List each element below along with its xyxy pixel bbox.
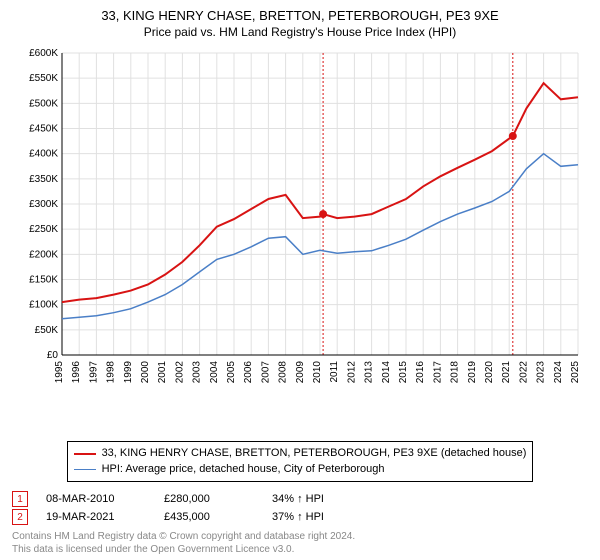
svg-text:£150K: £150K: [29, 275, 58, 286]
svg-text:£450K: £450K: [29, 124, 58, 135]
svg-text:2015: 2015: [398, 361, 409, 384]
svg-text:£400K: £400K: [29, 149, 58, 160]
svg-text:£600K: £600K: [29, 48, 58, 59]
svg-text:£500K: £500K: [29, 98, 58, 109]
svg-text:£550K: £550K: [29, 73, 58, 84]
svg-text:2008: 2008: [278, 361, 289, 384]
svg-text:£300K: £300K: [29, 199, 58, 210]
svg-text:2001: 2001: [157, 361, 168, 384]
chart-container: 33, KING HENRY CHASE, BRETTON, PETERBORO…: [0, 0, 600, 560]
svg-text:2022: 2022: [518, 361, 529, 384]
svg-text:2023: 2023: [536, 361, 547, 384]
svg-text:2007: 2007: [260, 361, 271, 384]
svg-text:2011: 2011: [329, 361, 340, 383]
svg-text:£250K: £250K: [29, 224, 58, 235]
footer-copyright: Contains HM Land Registry data © Crown c…: [12, 530, 588, 543]
svg-text:2018: 2018: [450, 361, 461, 384]
sale-index-box: 1: [12, 491, 28, 507]
svg-text:£0: £0: [47, 350, 59, 361]
svg-text:2013: 2013: [364, 361, 375, 384]
svg-text:2020: 2020: [484, 361, 495, 384]
legend-swatch-property: [74, 453, 96, 455]
sale-date: 19-MAR-2021: [46, 511, 146, 523]
svg-text:1996: 1996: [71, 361, 82, 384]
svg-text:2000: 2000: [140, 361, 151, 384]
svg-text:2016: 2016: [415, 361, 426, 384]
legend-label-hpi: HPI: Average price, detached house, City…: [102, 462, 385, 477]
title-block: 33, KING HENRY CHASE, BRETTON, PETERBORO…: [12, 8, 588, 39]
svg-text:2017: 2017: [432, 361, 443, 384]
footer-licence: This data is licensed under the Open Gov…: [12, 543, 588, 556]
svg-text:2014: 2014: [381, 361, 392, 384]
svg-text:1997: 1997: [88, 361, 99, 384]
svg-text:1998: 1998: [106, 361, 117, 384]
title-address: 33, KING HENRY CHASE, BRETTON, PETERBORO…: [12, 8, 588, 23]
footer: Contains HM Land Registry data © Crown c…: [12, 530, 588, 556]
svg-text:£350K: £350K: [29, 174, 58, 185]
sale-delta: 37% ↑ HPI: [272, 511, 352, 523]
svg-text:2012: 2012: [346, 361, 357, 384]
svg-text:2025: 2025: [570, 361, 581, 384]
svg-text:2024: 2024: [553, 361, 564, 384]
title-subtitle: Price paid vs. HM Land Registry's House …: [12, 25, 588, 39]
svg-text:2019: 2019: [467, 361, 478, 384]
legend-item-property: 33, KING HENRY CHASE, BRETTON, PETERBORO…: [74, 446, 527, 461]
svg-text:2005: 2005: [226, 361, 237, 384]
svg-text:2010: 2010: [312, 361, 323, 384]
sales-row: 1 08-MAR-2010 £280,000 34% ↑ HPI: [12, 490, 588, 508]
chart-area: £0 £50K £100K £150K £200K £250K £300K £350K £400…: [12, 43, 588, 435]
legend-item-hpi: HPI: Average price, detached house, City…: [74, 462, 527, 477]
sale-date: 08-MAR-2010: [46, 493, 146, 505]
svg-text:2009: 2009: [295, 361, 306, 384]
svg-text:£50K: £50K: [35, 325, 59, 336]
svg-text:2002: 2002: [174, 361, 185, 384]
sale-delta: 34% ↑ HPI: [272, 493, 352, 505]
legend-swatch-hpi: [74, 469, 96, 470]
sales-table: 1 08-MAR-2010 £280,000 34% ↑ HPI 2 19-MAR-202…: [12, 490, 588, 526]
svg-text:2003: 2003: [192, 361, 203, 384]
legend: 33, KING HENRY CHASE, BRETTON, PETERBORO…: [67, 441, 534, 482]
sale-index-box: 2: [12, 509, 28, 525]
legend-label-property: 33, KING HENRY CHASE, BRETTON, PETERBORO…: [102, 446, 527, 461]
sale-price: £435,000: [164, 511, 254, 523]
sale-price: £280,000: [164, 493, 254, 505]
line-chart-svg: £0 £50K £100K £150K £200K £250K £300K £350K £400…: [12, 43, 588, 393]
svg-text:1995: 1995: [54, 361, 65, 384]
svg-text:£200K: £200K: [29, 249, 58, 260]
sales-row: 2 19-MAR-2021 £435,000 37% ↑ HPI: [12, 508, 588, 526]
svg-text:2004: 2004: [209, 361, 220, 384]
svg-text:2006: 2006: [243, 361, 254, 384]
svg-text:£100K: £100K: [29, 300, 58, 311]
svg-text:2021: 2021: [501, 361, 512, 384]
svg-text:1999: 1999: [123, 361, 134, 384]
